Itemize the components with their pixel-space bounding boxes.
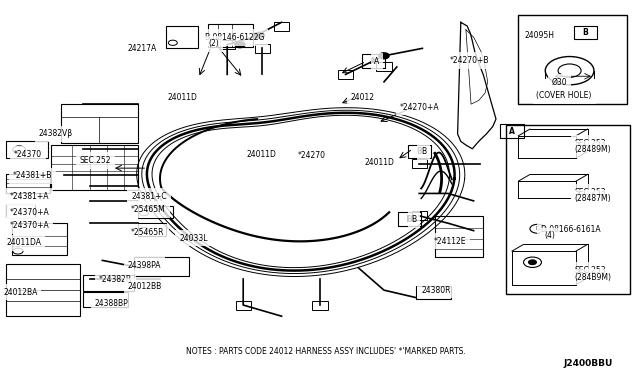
Text: (2): (2) <box>208 39 219 48</box>
Bar <box>6 174 50 193</box>
Text: *24370+A: *24370+A <box>10 208 49 217</box>
Text: D: D <box>535 226 540 231</box>
Text: B: B <box>412 215 417 224</box>
Bar <box>6 141 48 158</box>
Circle shape <box>235 42 245 48</box>
Text: NOTES : PARTS CODE 24012 HARNESS ASSY INCLUDES' *'MARKED PARTS.: NOTES : PARTS CODE 24012 HARNESS ASSY IN… <box>186 347 465 356</box>
Text: A: A <box>509 126 515 135</box>
Text: SEC.252: SEC.252 <box>80 156 111 165</box>
Bar <box>416 286 451 299</box>
Bar <box>6 264 80 316</box>
Text: *24270+A: *24270+A <box>400 103 440 112</box>
Text: 24033L: 24033L <box>179 234 208 243</box>
Text: 24217A: 24217A <box>128 44 157 53</box>
Bar <box>500 124 524 138</box>
Bar <box>61 104 138 143</box>
Bar <box>255 44 270 53</box>
Text: *24370: *24370 <box>14 150 42 159</box>
Text: *24270: *24270 <box>298 151 326 160</box>
Bar <box>362 54 385 68</box>
Text: 24381+C: 24381+C <box>131 192 167 201</box>
Text: B: B <box>417 147 422 156</box>
Bar <box>83 275 134 291</box>
Text: B: B <box>421 147 426 156</box>
Bar <box>398 212 421 226</box>
Text: 24398PA: 24398PA <box>128 261 161 270</box>
Text: SEC.253: SEC.253 <box>575 139 606 148</box>
Text: J2400BBU: J2400BBU <box>563 359 612 368</box>
Text: 24380R: 24380R <box>421 286 451 295</box>
Text: *24270+B: *24270+B <box>449 56 489 65</box>
Text: *24381+B: *24381+B <box>13 171 52 180</box>
Text: 24011DA: 24011DA <box>6 238 42 247</box>
Text: 24012: 24012 <box>351 93 375 102</box>
Bar <box>435 216 483 257</box>
Text: B: B <box>583 28 588 37</box>
Text: (284B9M): (284B9M) <box>575 273 612 282</box>
Text: (28487M): (28487M) <box>575 194 611 203</box>
Bar <box>220 40 235 49</box>
Text: B 08146-6122G: B 08146-6122G <box>205 33 264 42</box>
Text: 24011D: 24011D <box>168 93 198 102</box>
Text: 24388BP: 24388BP <box>95 299 129 308</box>
Bar <box>376 62 392 71</box>
Circle shape <box>529 260 536 264</box>
Bar <box>138 206 173 218</box>
Text: *24382R: *24382R <box>99 275 132 283</box>
Circle shape <box>254 32 264 38</box>
Text: SEC.253: SEC.253 <box>575 266 606 275</box>
Bar <box>506 125 630 294</box>
Text: 24011D: 24011D <box>246 150 276 159</box>
Text: 24012BB: 24012BB <box>128 282 163 291</box>
Text: D 08166-6161A: D 08166-6161A <box>541 225 600 234</box>
Bar <box>138 223 166 236</box>
Bar <box>83 292 128 307</box>
Bar <box>518 15 627 104</box>
Text: *24112E: *24112E <box>434 237 467 246</box>
Bar <box>574 26 597 39</box>
Bar <box>274 22 289 31</box>
Bar <box>236 301 251 310</box>
Text: 24011D: 24011D <box>365 158 395 167</box>
Bar <box>166 26 198 48</box>
Text: A: A <box>370 57 376 65</box>
Bar <box>51 145 138 190</box>
Bar <box>134 257 189 276</box>
Bar <box>208 24 253 46</box>
Bar <box>338 70 353 79</box>
Text: (28489M): (28489M) <box>575 145 611 154</box>
Text: SEC.253: SEC.253 <box>575 188 606 197</box>
Text: 24012BA: 24012BA <box>3 288 38 296</box>
Text: A: A <box>374 57 380 66</box>
Text: B: B <box>407 215 412 224</box>
Bar <box>412 159 427 168</box>
Text: (COVER HOLE): (COVER HOLE) <box>536 92 592 100</box>
Text: *25465R: *25465R <box>131 228 164 237</box>
Bar <box>12 223 67 255</box>
Text: (4): (4) <box>544 231 555 240</box>
Text: *25465M: *25465M <box>131 205 166 214</box>
Bar <box>312 301 328 310</box>
Bar <box>408 145 431 158</box>
Text: 24382Vβ: 24382Vβ <box>38 129 72 138</box>
Text: *24370+A: *24370+A <box>10 221 49 230</box>
Text: Ø30: Ø30 <box>552 78 567 87</box>
Bar <box>6 204 35 218</box>
Bar <box>412 211 427 220</box>
Text: *24381+A: *24381+A <box>10 192 49 201</box>
Circle shape <box>379 53 389 59</box>
Text: 24095H: 24095H <box>525 31 555 40</box>
